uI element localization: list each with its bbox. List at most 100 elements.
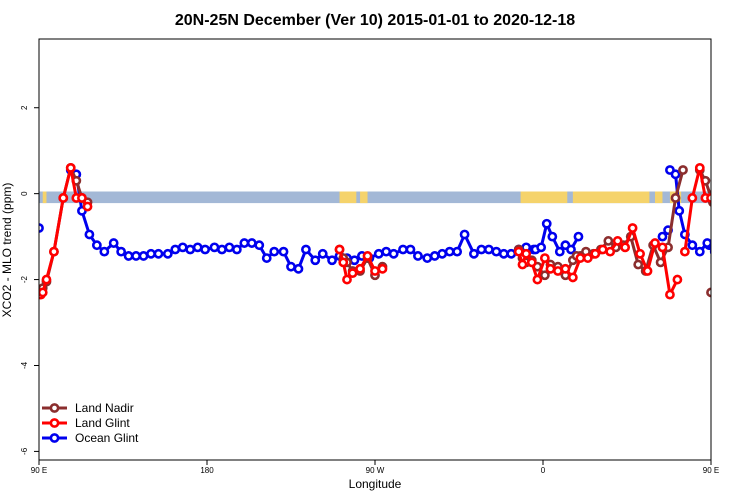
- series-layer: [39, 162, 750, 300]
- data-point: [612, 236, 623, 246]
- data-point: [605, 246, 616, 257]
- data-point: [355, 263, 365, 274]
- data-point: [734, 252, 741, 259]
- data-point: [521, 248, 532, 259]
- data-point: [185, 244, 196, 255]
- data-point: [678, 165, 688, 175]
- data-point: [377, 263, 388, 274]
- y-axis-label: XCO2 - MLO trend (ppm): [0, 183, 14, 318]
- data-point: [498, 248, 509, 259]
- data-point: [108, 238, 119, 248]
- data-point: [413, 251, 423, 261]
- data-point: [709, 248, 711, 255]
- x-axis-ticks: 90 E 180 90 W 0 90 E: [31, 460, 719, 475]
- data-point: [239, 238, 250, 248]
- data-point: [597, 244, 608, 255]
- data-point: [532, 274, 543, 285]
- data-point: [99, 246, 110, 257]
- data-point: [745, 250, 750, 257]
- data-point: [177, 242, 188, 253]
- data-point: [469, 248, 479, 259]
- legend-item: Ocean Glint: [42, 431, 139, 445]
- legend-item: Land Glint: [42, 416, 130, 430]
- data-point: [381, 246, 392, 257]
- data-point: [726, 252, 733, 259]
- data-point: [672, 274, 683, 285]
- data-point: [58, 193, 69, 203]
- data-point: [679, 246, 690, 257]
- y-tick-label: 2: [20, 105, 29, 110]
- land-patch: [520, 191, 568, 204]
- data-point: [254, 240, 265, 251]
- data-point: [567, 272, 578, 283]
- data-point: [513, 246, 524, 257]
- data-point: [327, 255, 337, 266]
- data-point: [398, 244, 408, 255]
- data-point: [286, 261, 296, 272]
- land-ocean-band: [39, 191, 711, 204]
- data-point: [77, 193, 87, 203]
- y-tick-label: -2: [20, 275, 29, 283]
- x-tick-label: 180: [200, 466, 214, 475]
- data-point: [539, 253, 550, 263]
- data-point: [405, 244, 416, 255]
- data-point: [603, 236, 614, 246]
- data-point: [138, 251, 149, 261]
- data-point: [153, 248, 164, 259]
- data-point: [301, 244, 311, 255]
- series-land-glint: [39, 162, 711, 300]
- x-tick-label: 90 W: [366, 466, 385, 475]
- data-point: [547, 231, 558, 242]
- data-point: [674, 205, 685, 216]
- data-point: [209, 242, 220, 253]
- y-tick-label: -6: [20, 447, 29, 455]
- data-point: [131, 251, 141, 261]
- data-point: [49, 246, 59, 257]
- data-point: [541, 218, 552, 229]
- data-point: [539, 270, 550, 281]
- data-point: [536, 242, 547, 253]
- data-point: [657, 242, 668, 253]
- data-point: [491, 246, 502, 257]
- data-point: [293, 263, 304, 274]
- data-point: [317, 248, 328, 259]
- data-point: [373, 248, 384, 259]
- data-point: [162, 248, 173, 259]
- data-point: [670, 169, 681, 180]
- x-tick-label: 90 E: [703, 466, 719, 475]
- data-point: [422, 253, 433, 263]
- data-point: [146, 248, 156, 259]
- x-tick-label: 0: [541, 466, 546, 475]
- data-point: [246, 238, 257, 248]
- legend-marker: [49, 403, 60, 413]
- data-point: [217, 244, 227, 255]
- data-point: [334, 244, 345, 255]
- data-point: [483, 244, 494, 255]
- data-point: [706, 193, 711, 203]
- data-point: [687, 193, 698, 203]
- data-point: [200, 244, 211, 255]
- data-point: [476, 244, 487, 255]
- data-point: [347, 268, 358, 279]
- data-point: [713, 285, 720, 292]
- data-point: [437, 248, 448, 259]
- data-point: [737, 252, 744, 259]
- land-patch: [339, 191, 357, 204]
- data-point: [370, 266, 380, 276]
- legend-marker: [49, 418, 60, 428]
- data-point: [620, 242, 631, 253]
- data-point: [517, 259, 528, 270]
- data-point: [526, 257, 537, 268]
- data-point: [635, 248, 645, 259]
- data-point: [459, 229, 470, 240]
- data-point: [170, 244, 181, 255]
- data-point: [388, 248, 399, 259]
- land-patch: [655, 191, 663, 204]
- data-point: [713, 203, 720, 210]
- data-point: [717, 276, 724, 283]
- data-point: [231, 244, 242, 255]
- data-point: [506, 248, 517, 259]
- data-point: [741, 250, 748, 257]
